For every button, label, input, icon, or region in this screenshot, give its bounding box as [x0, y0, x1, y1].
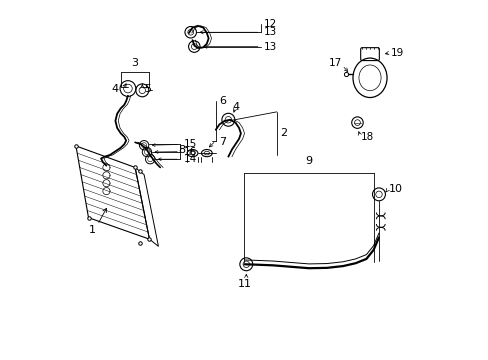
Text: 8: 8: [178, 144, 185, 154]
Text: 12: 12: [264, 19, 277, 29]
Text: 17: 17: [328, 58, 342, 68]
Text: 4: 4: [231, 102, 239, 112]
Text: 11: 11: [237, 279, 251, 289]
Text: 13: 13: [264, 27, 277, 37]
Text: 14: 14: [183, 154, 196, 164]
Text: 15: 15: [183, 139, 196, 149]
Text: 9: 9: [305, 156, 312, 166]
Text: 4: 4: [112, 84, 119, 94]
Text: 10: 10: [388, 184, 402, 194]
Text: 7: 7: [219, 138, 226, 147]
Text: 18: 18: [360, 132, 373, 142]
Text: 2: 2: [280, 129, 287, 138]
Text: 16: 16: [183, 147, 196, 157]
Text: 19: 19: [390, 48, 403, 58]
Text: 1: 1: [88, 225, 95, 235]
Text: 6: 6: [219, 96, 226, 106]
Text: 13: 13: [264, 42, 277, 51]
Text: 5: 5: [144, 84, 151, 94]
Text: 3: 3: [131, 58, 138, 68]
